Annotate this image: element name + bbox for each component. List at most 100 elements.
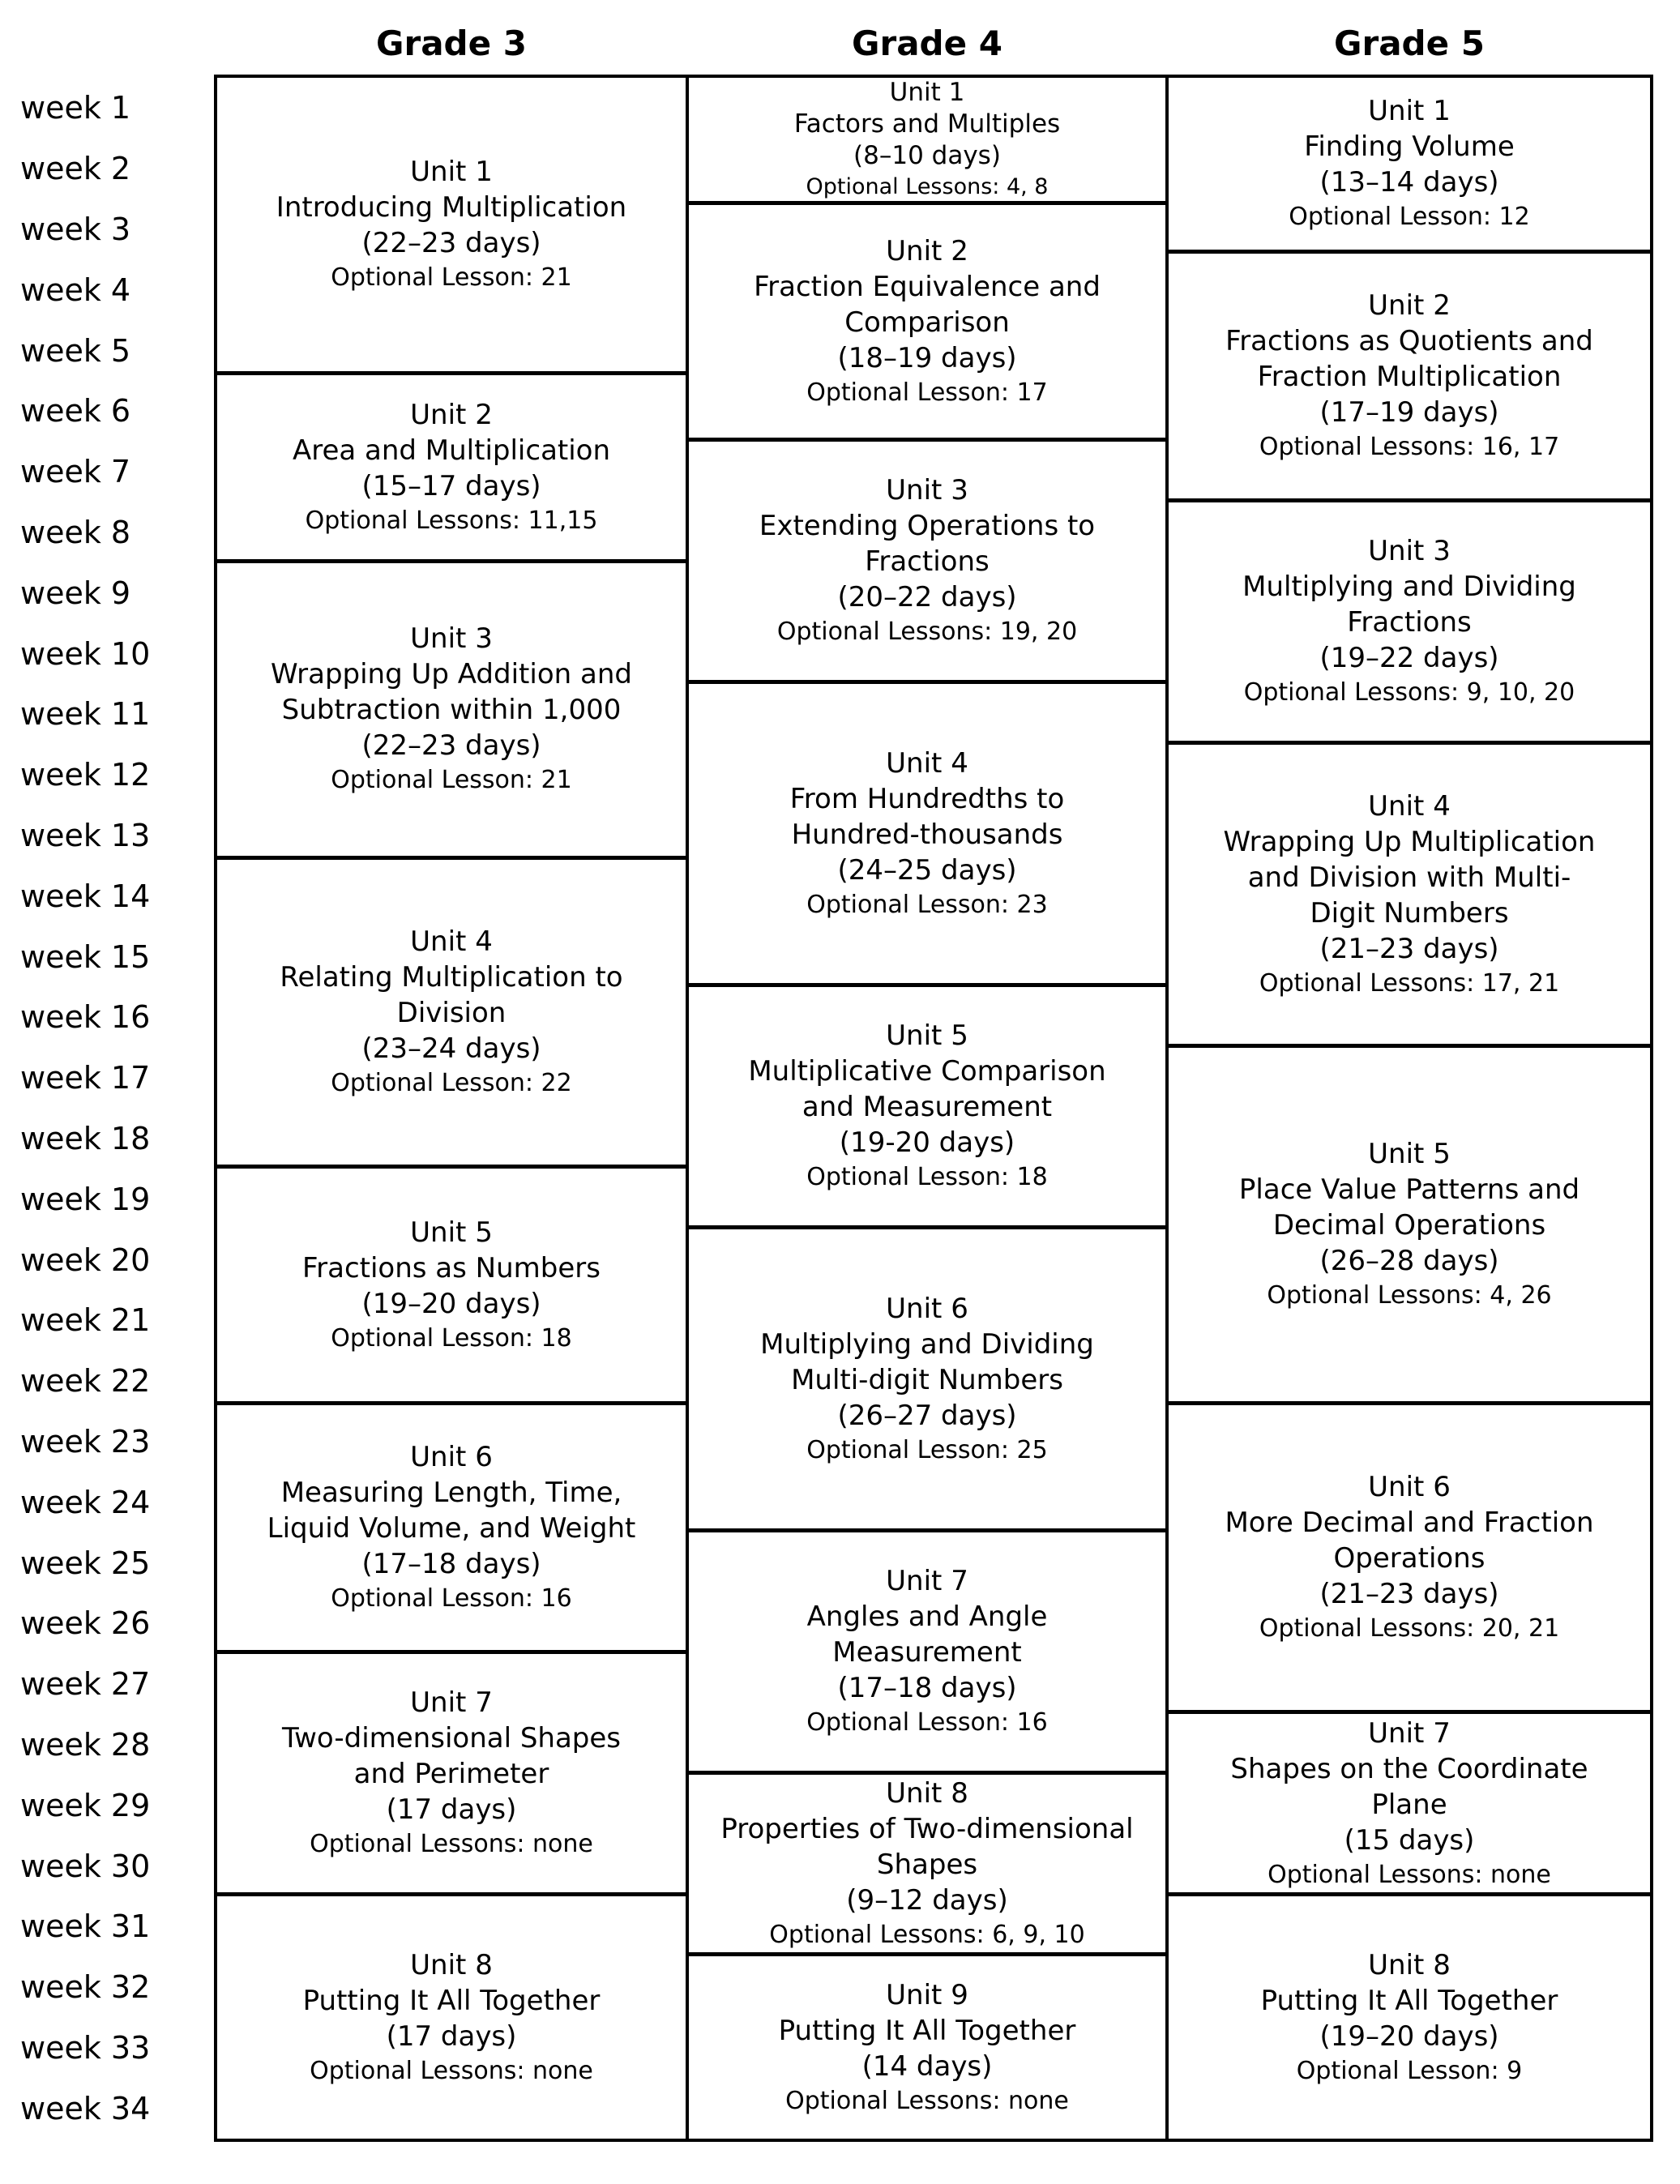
unit-title-line: Shapes on the Coordinate xyxy=(1230,1752,1588,1785)
grade-header: Grade 4 xyxy=(852,24,1002,63)
unit-title-line: Multiplicative Comparison xyxy=(748,1055,1106,1088)
unit-days: (24–25 days) xyxy=(837,853,1017,887)
unit-days: (20–22 days) xyxy=(837,581,1017,613)
unit-days: (15 days) xyxy=(1344,1823,1475,1857)
unit-optional-lessons: Optional Lessons: 11,15 xyxy=(305,506,598,535)
week-label: week 13 xyxy=(20,818,151,853)
unit-optional-lessons: Optional Lessons: none xyxy=(1267,1860,1551,1889)
unit-title-line: Extending Operations to xyxy=(759,510,1096,542)
unit-optional-lessons: Optional Lessons: 6, 9, 10 xyxy=(769,1920,1085,1949)
unit-label: Unit 5 xyxy=(886,1019,968,1052)
week-label: week 10 xyxy=(20,636,151,672)
unit-box: Unit 2 Area and Multiplication (15–17 days… xyxy=(217,375,686,563)
unit-label: Unit 2 xyxy=(886,234,968,267)
unit-days: (18–19 days) xyxy=(837,341,1017,374)
unit-days: (22–23 days) xyxy=(361,227,541,259)
unit-days: (13–14 days) xyxy=(1319,166,1499,199)
unit-label: Unit 5 xyxy=(1368,1138,1451,1170)
unit-title-line: Subtraction within 1,000 xyxy=(281,694,622,726)
grade-header: Grade 3 xyxy=(376,24,527,63)
unit-title-line: More Decimal and Fraction xyxy=(1225,1507,1594,1539)
week-label: week 24 xyxy=(20,1485,151,1520)
unit-optional-lessons: Optional Lesson: 21 xyxy=(331,766,572,794)
unit-days: (19-20 days) xyxy=(839,1126,1015,1159)
unit-box: Unit 2 Fraction Equivalence and Comparison… xyxy=(689,205,1165,442)
week-label: week 23 xyxy=(20,1424,151,1460)
unit-label: Unit 7 xyxy=(410,1686,493,1719)
unit-days: (17–19 days) xyxy=(1319,396,1499,429)
week-label: week 8 xyxy=(20,515,131,550)
unit-optional-lessons: Optional Lessons: 20, 21 xyxy=(1259,1614,1560,1643)
unit-days: (19–20 days) xyxy=(361,1287,541,1320)
unit-title-line: Fractions as Quotients and xyxy=(1225,325,1593,357)
week-label: week 5 xyxy=(20,333,131,369)
unit-box: Unit 2 Fractions as Quotients and Fraction… xyxy=(1169,254,1650,502)
unit-title-line: Fractions xyxy=(1347,606,1472,639)
week-label: week 20 xyxy=(20,1242,151,1278)
week-label: week 1 xyxy=(20,90,131,126)
unit-title-line: and Measurement xyxy=(802,1091,1053,1123)
unit-optional-lessons: Optional Lessons: 16, 17 xyxy=(1259,433,1560,461)
week-label: week 16 xyxy=(20,999,151,1035)
unit-box: Unit 6 More Decimal and Fraction Operation… xyxy=(1169,1405,1650,1714)
unit-label: Unit 8 xyxy=(886,1776,968,1810)
unit-box: Unit 7 Two-dimensional Shapes and Perimete… xyxy=(217,1654,686,1896)
week-label: week 14 xyxy=(20,878,151,914)
week-label: week 7 xyxy=(20,454,131,489)
unit-box: Unit 6 Measuring Length, Time, Liquid Volu… xyxy=(217,1405,686,1654)
unit-title-line: Wrapping Up Addition and xyxy=(271,658,632,690)
unit-title-line: Putting It All Together xyxy=(1260,1984,1558,2017)
unit-optional-lessons: Optional Lesson: 22 xyxy=(331,1069,572,1097)
unit-optional-lessons: Optional Lessons: 9, 10, 20 xyxy=(1243,678,1575,707)
unit-title-line: Relating Multiplication to xyxy=(280,961,623,994)
unit-days: (19–22 days) xyxy=(1319,642,1499,674)
unit-title-line: Putting It All Together xyxy=(302,1984,601,2017)
unit-title-line: Introducing Multiplication xyxy=(276,191,627,224)
unit-optional-lessons: Optional Lesson: 18 xyxy=(806,1163,1048,1191)
unit-days: (15–17 days) xyxy=(361,469,541,502)
unit-title-line: Division xyxy=(396,997,507,1029)
unit-optional-lessons: Optional Lesson: 17 xyxy=(806,378,1048,407)
unit-box: Unit 4 Relating Multiplication to Division… xyxy=(217,860,686,1169)
unit-days: (17 days) xyxy=(386,1793,517,1826)
unit-label: Unit 4 xyxy=(1368,789,1451,823)
unit-title-line: Measurement xyxy=(832,1636,1022,1669)
unit-label: Unit 1 xyxy=(410,156,493,188)
unit-box: Unit 5 Multiplicative Comparison and Measu… xyxy=(689,987,1165,1229)
unit-label: Unit 6 xyxy=(1368,1471,1451,1503)
unit-days: (17 days) xyxy=(386,2019,517,2053)
unit-title-line: Decimal Operations xyxy=(1272,1209,1546,1242)
unit-title-line: Fractions xyxy=(865,545,990,578)
unit-label: Unit 4 xyxy=(410,925,493,958)
grade-column: Unit 1 Finding Volume (13–14 days) Optional… xyxy=(1165,75,1653,2142)
unit-title-line: Fraction Multiplication xyxy=(1257,361,1562,393)
unit-box: Unit 4 Wrapping Up Multiplication and Divi… xyxy=(1169,745,1650,1048)
unit-optional-lessons: Optional Lesson: 12 xyxy=(1289,203,1530,231)
week-label: week 12 xyxy=(20,757,151,793)
unit-title-line: Factors and Multiples xyxy=(793,109,1061,139)
unit-title-line: Two-dimensional Shapes xyxy=(281,1722,622,1754)
unit-label: Unit 3 xyxy=(886,474,968,506)
unit-optional-lessons: Optional Lesson: 18 xyxy=(331,1323,572,1353)
grade-column: Unit 1 Factors and Multiples (8–10 days) Op… xyxy=(686,75,1169,2142)
unit-days: (17–18 days) xyxy=(361,1548,541,1580)
unit-title-line: Plane xyxy=(1371,1788,1447,1821)
unit-title-line: Fraction Equivalence and xyxy=(754,270,1101,303)
unit-optional-lessons: Optional Lesson: 16 xyxy=(331,1584,572,1613)
unit-title-line: Multi-digit Numbers xyxy=(791,1363,1063,1396)
unit-days: (22–23 days) xyxy=(361,729,541,762)
week-label: week 26 xyxy=(20,1605,151,1641)
unit-days: (17–18 days) xyxy=(837,1672,1017,1704)
unit-days: (26–27 days) xyxy=(837,1399,1017,1432)
unit-box: Unit 8 Properties of Two-dimensional Shape… xyxy=(689,1775,1165,1956)
unit-optional-lessons: Optional Lesson: 9 xyxy=(1296,2056,1523,2085)
unit-label: Unit 7 xyxy=(886,1565,968,1597)
unit-optional-lessons: Optional Lesson: 16 xyxy=(806,1708,1048,1737)
unit-box: Unit 5 Fractions as Numbers (19–20 days) Op… xyxy=(217,1169,686,1405)
week-label: week 3 xyxy=(20,212,131,247)
grade-column: Unit 1 Introducing Multiplication (22–23 d… xyxy=(214,75,689,2142)
unit-title-line: Multiplying and Dividing xyxy=(760,1327,1094,1361)
unit-optional-lessons: Optional Lessons: none xyxy=(310,2056,593,2085)
unit-title-line: Place Value Patterns and xyxy=(1238,1173,1580,1206)
